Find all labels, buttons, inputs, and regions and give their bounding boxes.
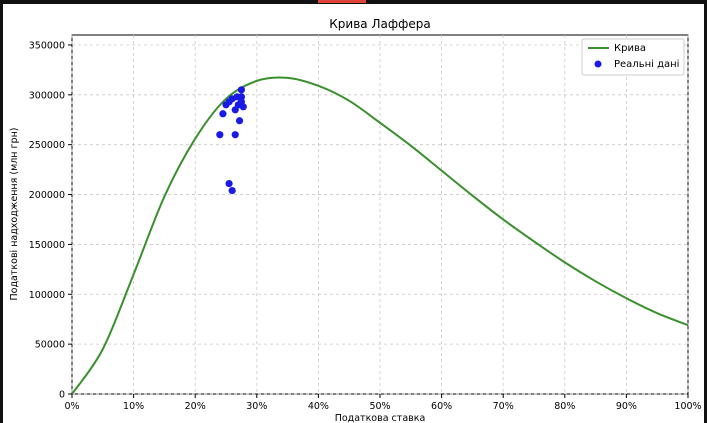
- data-point: [237, 86, 245, 94]
- top-accent-mark: [318, 0, 366, 3]
- legend-label-data: Реальні дані: [614, 58, 679, 70]
- grid: [71, 35, 689, 395]
- y-tick-label: 150000: [29, 240, 65, 251]
- y-tick-label: 300000: [29, 90, 65, 101]
- y-axis-ticks: 0 50000 100000 150000 200000 250000 300000 3500…: [29, 40, 72, 401]
- y-tick-label: 250000: [29, 140, 65, 151]
- legend: Крива Реальні дані: [581, 38, 685, 76]
- data-point: [235, 117, 244, 125]
- x-axis-label: Податкова ставка: [335, 413, 426, 423]
- y-tick-label: 350000: [29, 40, 65, 51]
- x-tick-label: 90%: [616, 401, 637, 412]
- x-tick-label: 10%: [123, 401, 144, 412]
- x-tick-label: 60%: [431, 401, 452, 412]
- y-tick-label: 50000: [35, 340, 65, 351]
- data-point: [216, 131, 224, 139]
- data-point: [231, 131, 239, 139]
- x-tick-label: 30%: [246, 401, 267, 412]
- y-tick-label: 0: [59, 390, 65, 401]
- y-tick-label: 200000: [29, 190, 65, 201]
- data-point: [219, 110, 227, 118]
- data-point: [237, 98, 245, 106]
- x-tick-label: 20%: [185, 401, 206, 412]
- data-point: [228, 186, 236, 195]
- x-tick-label: 80%: [554, 401, 575, 412]
- x-tick-label: 50%: [369, 401, 390, 412]
- data-point: [233, 93, 241, 101]
- y-axis-label: Податкові надходження (млн грн): [9, 128, 20, 301]
- x-tick-label: 70%: [493, 401, 514, 412]
- legend-marker-swatch: [594, 60, 602, 68]
- x-tick-label: 0%: [64, 401, 79, 412]
- legend-label-curve: Крива: [614, 43, 646, 54]
- chart-title: Крива Лаффера: [329, 17, 430, 31]
- x-axis-ticks: 0% 10% 20% 30% 40% 50% 60% 70% 80% 90% 100%: [64, 394, 702, 412]
- laffer-curve-line: [71, 76, 689, 395]
- curve-layer: [71, 76, 689, 395]
- x-tick-label: 100%: [674, 401, 701, 412]
- points-layer: [216, 86, 247, 195]
- x-tick-label: 40%: [308, 401, 329, 412]
- data-point: [225, 179, 233, 188]
- plot-area: [71, 34, 689, 395]
- y-tick-label: 100000: [29, 290, 65, 301]
